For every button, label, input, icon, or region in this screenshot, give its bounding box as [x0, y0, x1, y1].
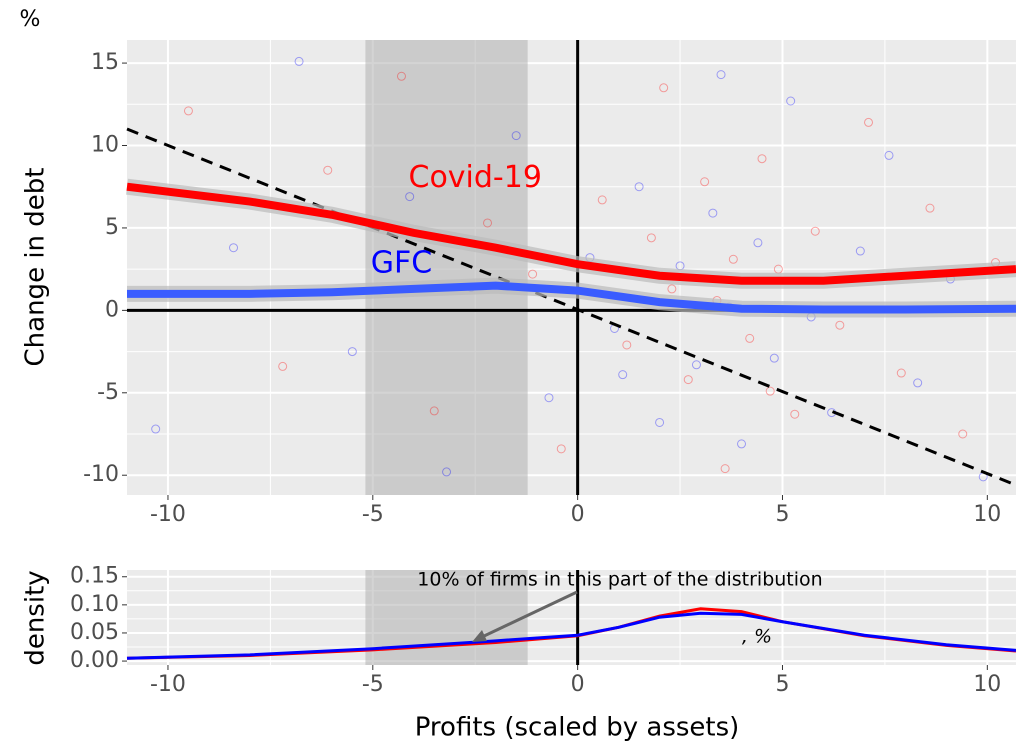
scatter-point	[835, 320, 845, 330]
scatter-point	[405, 192, 415, 202]
scatter-point	[728, 254, 738, 264]
note: , %	[742, 626, 772, 648]
scatter-point	[958, 429, 968, 439]
scatter-point	[442, 467, 452, 477]
annotation: 10% of firms in this part of the distrib…	[417, 569, 822, 591]
scatter-point	[659, 83, 669, 93]
x-tick-label: 0	[571, 672, 585, 697]
scatter-point	[556, 444, 566, 454]
y-tick-label: 0.00	[70, 648, 119, 673]
scatter-point	[700, 177, 710, 187]
scatter-point	[790, 409, 800, 419]
y-tick-label: 0.05	[70, 620, 119, 645]
scatter-point	[810, 226, 820, 236]
arrow-head	[472, 630, 487, 642]
y-tick-label: 0.15	[70, 564, 119, 589]
x-tick-label: -10	[150, 672, 186, 697]
scatter-point	[183, 106, 193, 116]
y-tick-label: 10	[91, 133, 119, 158]
scatter-point	[634, 182, 644, 192]
scatter-point	[896, 368, 906, 378]
scatter-point	[655, 417, 665, 427]
x-tick-label: 10	[973, 672, 1001, 697]
scatter-point	[597, 195, 607, 205]
scatter-point	[229, 243, 239, 253]
scatter-point	[884, 150, 894, 160]
shaded-region	[365, 40, 528, 495]
scatter-point	[769, 353, 779, 363]
x-tick-label: 0	[571, 502, 585, 527]
series-label: Covid-19	[409, 160, 542, 195]
scatter-point	[151, 424, 161, 434]
series-label: GFC	[371, 246, 432, 281]
x-tick-label: 10	[973, 502, 1001, 527]
density-line	[126, 611, 1016, 660]
scatter-point	[622, 340, 632, 350]
scatter-point	[855, 246, 865, 256]
scatter-point	[323, 165, 333, 175]
scatter-point	[278, 361, 288, 371]
scatter-point	[753, 238, 763, 248]
y-tick-label: 5	[105, 215, 119, 240]
scatter-point	[544, 393, 554, 403]
scatter-point	[618, 370, 628, 380]
scatter-point	[925, 203, 935, 213]
scatter-point	[757, 154, 767, 164]
scatter-point	[708, 208, 718, 218]
scatter-point	[716, 70, 726, 80]
scatter-point	[646, 233, 656, 243]
x-axis-title: Profits (scaled by assets)	[415, 713, 740, 743]
x-tick-label: 5	[775, 672, 789, 697]
fit-line	[126, 182, 1016, 285]
scatter-point	[294, 56, 304, 66]
scatter-point	[765, 386, 775, 396]
y-tick-label: -5	[97, 380, 119, 405]
annotation-arrow	[481, 590, 578, 639]
x-tick-label: -10	[150, 502, 186, 527]
scatter-point	[737, 439, 747, 449]
scatter-point	[528, 269, 538, 279]
x-tick-label: -5	[362, 502, 384, 527]
y-tick-label: 15	[91, 50, 119, 75]
scatter-point	[683, 375, 693, 385]
x-tick-label: 5	[775, 502, 789, 527]
y-tick-label: 0.10	[70, 592, 119, 617]
scatter-point	[483, 218, 493, 228]
scatter-point	[786, 96, 796, 106]
x-tick-label: -5	[362, 672, 384, 697]
unit-label: %	[20, 7, 41, 32]
y-axis-title: density	[21, 570, 51, 665]
scatter-point	[913, 378, 923, 388]
fit-line	[127, 281, 1016, 314]
scatter-point	[396, 71, 406, 81]
scatter-point	[745, 333, 755, 343]
scatter-point	[511, 131, 521, 141]
scatter-point	[720, 464, 730, 474]
scatter-point	[691, 360, 701, 370]
y-axis-title: Change in debt	[21, 168, 51, 367]
scatter-point	[429, 406, 439, 416]
y-tick-label: -10	[83, 462, 119, 487]
plot-background	[127, 570, 1016, 665]
scatter-point	[864, 117, 874, 127]
scatter-point	[667, 284, 677, 294]
scatter-point	[347, 347, 357, 357]
y-tick-label: 0	[105, 297, 119, 322]
